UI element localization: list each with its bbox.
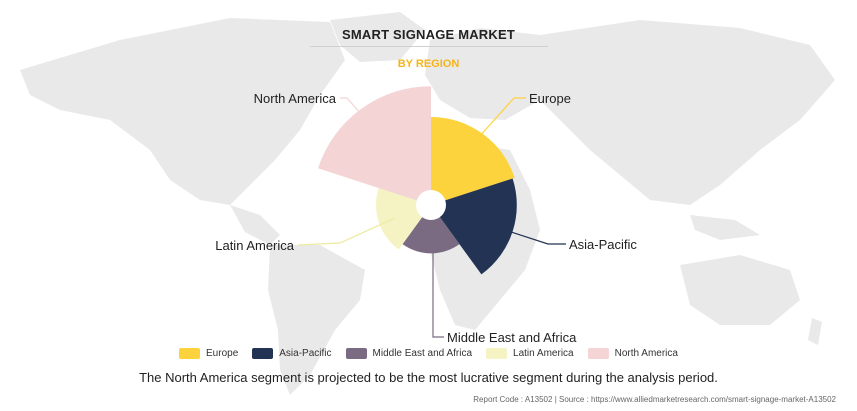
footer-source: Report Code : A13502 | Source : https://…	[473, 395, 836, 404]
leader-line-europe	[477, 97, 526, 139]
legend-swatch-asia-pacific	[252, 348, 274, 359]
legend-label-north-america: North America	[614, 348, 678, 359]
data-label-middle-east-and-africa: Middle East and Africa	[447, 330, 577, 345]
legend-label-latin-america: Latin America	[513, 348, 574, 359]
segment-middle-east-and-africa[interactable]	[402, 205, 460, 254]
chart-title: SMART SIGNAGE MARKET	[342, 27, 515, 42]
chart-legend: Europe Asia-Pacific Middle East and Afri…	[0, 348, 857, 359]
legend-swatch-middle-east-africa	[345, 348, 367, 359]
chart-center-hole	[416, 190, 446, 220]
legend-item-north-america[interactable]: North America	[587, 348, 678, 359]
data-label-latin-america: Latin America	[215, 238, 295, 253]
legend-item-middle-east-africa[interactable]: Middle East and Africa	[345, 348, 473, 359]
legend-item-asia-pacific[interactable]: Asia-Pacific	[252, 348, 332, 359]
chart-subtitle: BY REGION	[397, 58, 460, 70]
footer-separator: |	[554, 395, 557, 404]
leader-line-middle-east-and-africa	[432, 248, 444, 338]
source-link[interactable]: Source : https://www.alliedmarketresearc…	[559, 395, 836, 404]
leader-line-asia-pacific	[504, 229, 566, 245]
polar-area-chart	[318, 86, 517, 275]
data-label-europe: Europe	[529, 91, 571, 106]
chart-caption: The North America segment is projected t…	[139, 370, 718, 385]
segment-europe[interactable]	[431, 117, 515, 205]
legend-label-europe: Europe	[206, 348, 239, 359]
legend-label-asia-pacific: Asia-Pacific	[279, 348, 332, 359]
legend-swatch-north-america	[587, 348, 609, 359]
legend-swatch-europe	[179, 348, 201, 359]
leader-line-latin-america	[297, 217, 396, 246]
chart-labels: Europe Asia-Pacific Middle East and Africa…	[215, 91, 637, 345]
leader-line-north-america	[340, 97, 376, 131]
data-label-north-america: North America	[254, 91, 337, 106]
legend-item-europe[interactable]: Europe	[179, 348, 238, 359]
segment-asia-pacific[interactable]	[431, 178, 517, 275]
segment-north-america[interactable]	[318, 86, 431, 205]
world-map-background	[20, 12, 835, 395]
report-code: Report Code : A13502	[473, 395, 553, 404]
legend-item-latin-america[interactable]: Latin America	[486, 348, 574, 359]
title-divider	[310, 46, 548, 47]
legend-label-middle-east-africa: Middle East and Africa	[372, 348, 473, 359]
data-label-asia-pacific: Asia-Pacific	[569, 237, 637, 252]
legend-swatch-latin-america	[486, 348, 508, 359]
